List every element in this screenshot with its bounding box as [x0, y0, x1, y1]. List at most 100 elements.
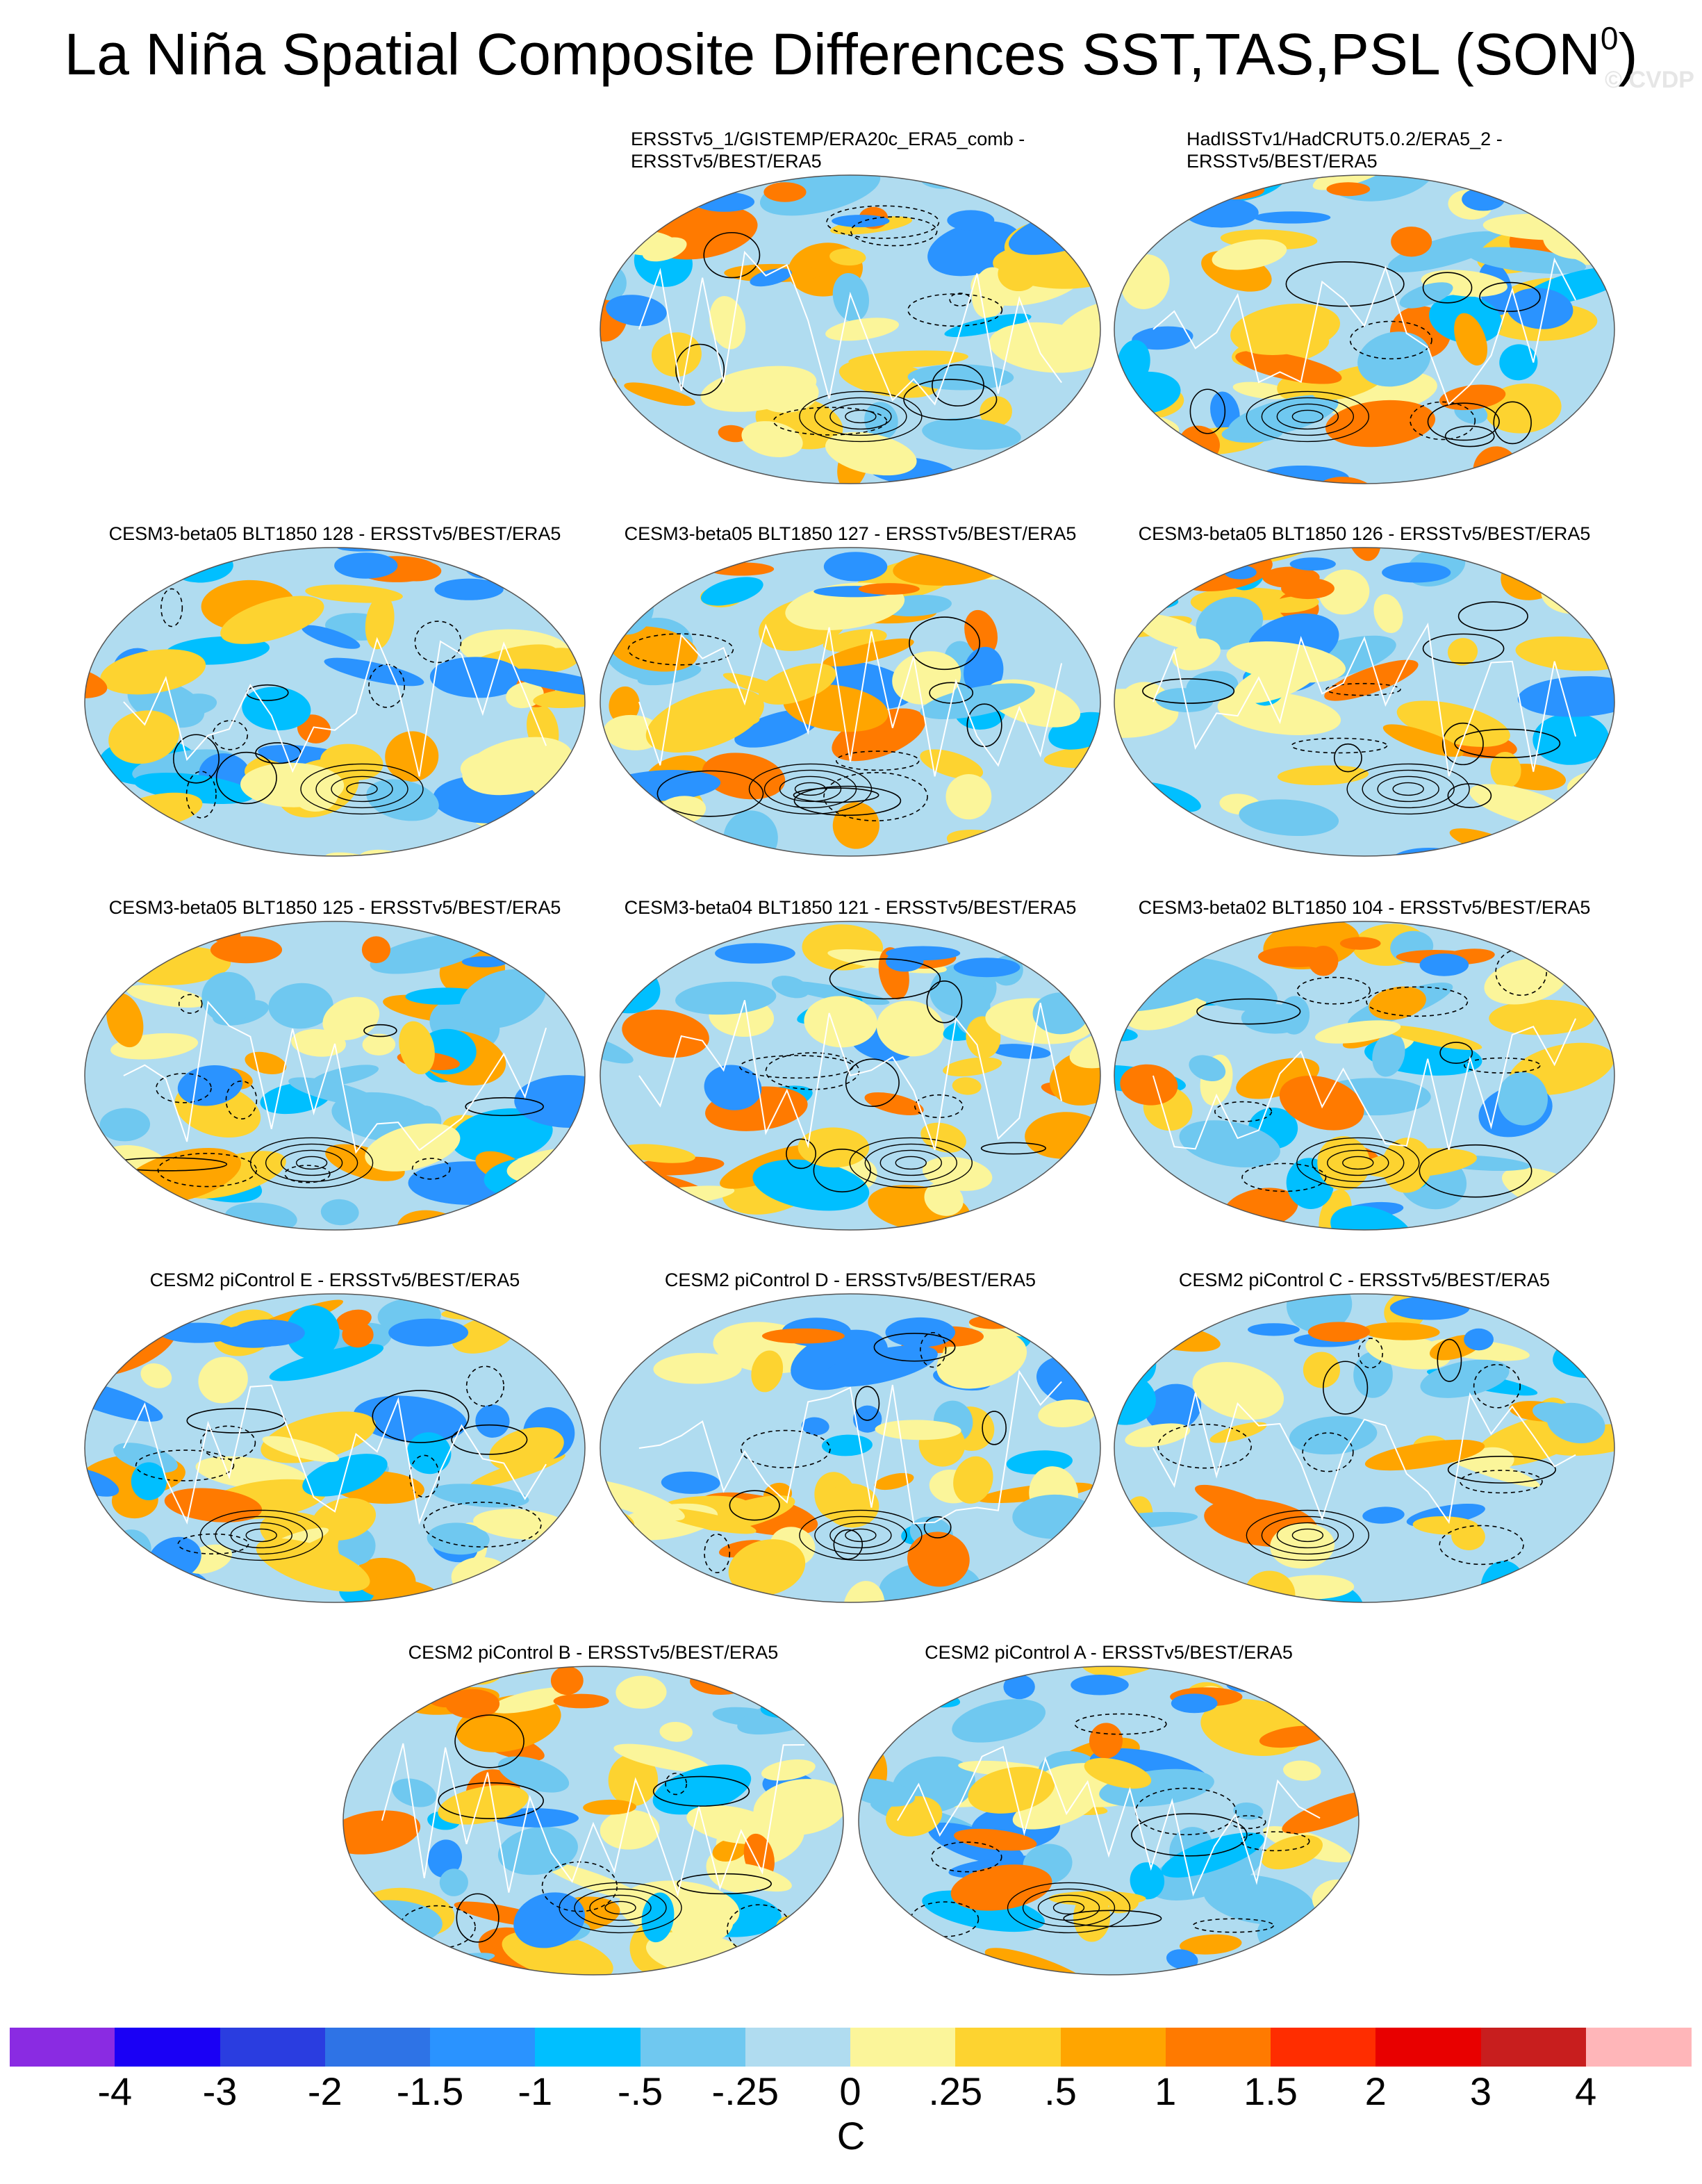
anomaly-region [1144, 1384, 1202, 1432]
anomaly-region [859, 1887, 875, 1930]
anomaly-region [451, 1108, 553, 1163]
psl-contour [604, 1900, 636, 1915]
psl-contour [740, 1429, 831, 1468]
anomaly-region [1303, 1352, 1340, 1388]
anomaly-region [334, 552, 398, 579]
anomaly-region [1556, 175, 1614, 192]
colorbar-tick-label: .25 [928, 2069, 983, 2113]
psl-contour [823, 771, 928, 821]
map-field [85, 548, 585, 856]
psl-contour [200, 1425, 256, 1460]
anomaly-region [85, 1379, 163, 1422]
psl-contour [315, 769, 408, 809]
colorbar-segment [850, 2028, 956, 2067]
anomaly-region [100, 649, 206, 695]
anomaly-region [907, 364, 1014, 391]
psl-contour [765, 1052, 860, 1090]
psl-contour [451, 1424, 528, 1455]
psl-contour [156, 1073, 212, 1103]
colorbar-segment [640, 2028, 746, 2067]
anomaly-region [269, 1344, 384, 1381]
anomaly-region [968, 1315, 1018, 1329]
anomaly-region [1162, 1610, 1205, 1639]
anomaly-region [210, 936, 283, 964]
psl-contour [864, 1143, 957, 1183]
psl-contour [414, 621, 462, 664]
anomaly-region [1039, 922, 1100, 965]
anomaly-region [600, 1294, 623, 1345]
anomaly-region [513, 1892, 586, 1948]
anomaly-region [1226, 641, 1346, 683]
map-border [1114, 921, 1615, 1231]
psl-contour [829, 1522, 892, 1549]
anomaly-region [1118, 551, 1184, 598]
psl-contour [1276, 403, 1339, 430]
anomaly-region [991, 1044, 1051, 1059]
coastline [1152, 1018, 1576, 1151]
anomaly-region [718, 425, 749, 443]
anomaly-region [1364, 1439, 1485, 1471]
anomaly-region [533, 687, 585, 708]
anomaly-region [392, 1962, 461, 1975]
psl-contour [829, 958, 941, 1000]
anomaly-region [945, 774, 992, 820]
anomaly-region [0, 1566, 53, 1604]
psl-contour [135, 1450, 235, 1481]
psl-contour [1392, 782, 1424, 796]
anomaly-region [825, 432, 917, 476]
psl-contour [1157, 1423, 1252, 1469]
anomaly-region [1317, 1136, 1371, 1190]
anomaly-region [1203, 1874, 1314, 1926]
anomaly-region [198, 1356, 248, 1404]
anomaly-region [1506, 288, 1573, 329]
anomaly-region [1270, 1522, 1335, 1569]
anomaly-region [980, 396, 1012, 427]
psl-contour [926, 980, 963, 1024]
psl-contour [1439, 1042, 1473, 1064]
map-field [600, 548, 1100, 856]
coastline [1152, 622, 1577, 777]
colorbar-tick-label: -.25 [711, 2069, 779, 2113]
psl-contour [300, 763, 424, 815]
psl-contour [799, 1509, 923, 1561]
colorbar-tick-label: 4 [1575, 2069, 1597, 2113]
anomaly-region [1420, 1359, 1510, 1398]
anomaly-region [609, 686, 640, 724]
anomaly-region [1335, 492, 1404, 525]
psl-contour [1246, 391, 1370, 443]
map-border [1114, 174, 1615, 484]
anomaly-region [1326, 182, 1371, 197]
psl-contour [909, 616, 981, 671]
anomaly-region [1362, 1322, 1440, 1340]
panel-title: CESM2 piControl D - ERSSTv5/BEST/ERA5 [664, 1270, 1036, 1290]
psl-contour [920, 1331, 947, 1368]
anomaly-region [952, 1077, 982, 1095]
psl-contour [245, 1528, 277, 1543]
coastline [638, 1370, 1062, 1525]
psl-contour [1312, 1143, 1405, 1183]
figure-title: La Niña Spatial Composite Differences SS… [64, 20, 1638, 87]
psl-contour [931, 1841, 1002, 1873]
anomaly-region [704, 1065, 762, 1110]
map-field [600, 175, 1100, 484]
colorbar-segment [1060, 2028, 1166, 2067]
anomaly-region [353, 1395, 468, 1443]
anomaly-region [286, 1305, 340, 1360]
anomaly-region [701, 577, 763, 606]
psl-contour [656, 770, 764, 817]
anomaly-region [1038, 1399, 1096, 1427]
colorbar-tick-label: 1.5 [1244, 2069, 1298, 2113]
map-panel [858, 1666, 1360, 1976]
anomaly-region [998, 473, 1100, 484]
psl-contour [677, 1873, 772, 1895]
anomaly-region [262, 1436, 340, 1463]
panel-title: CESM3-beta02 BLT1850 104 - ERSSTv5/BEST/… [1138, 897, 1591, 918]
anomaly-region [1312, 175, 1397, 190]
map-border [84, 547, 586, 857]
anomaly-region [1489, 999, 1595, 1035]
anomaly-region [1171, 1693, 1218, 1714]
anomaly-region [268, 983, 333, 1029]
colorbar-tick-label: -.5 [617, 2069, 663, 2113]
anomaly-region [1517, 676, 1614, 717]
psl-contour [1366, 986, 1469, 1017]
